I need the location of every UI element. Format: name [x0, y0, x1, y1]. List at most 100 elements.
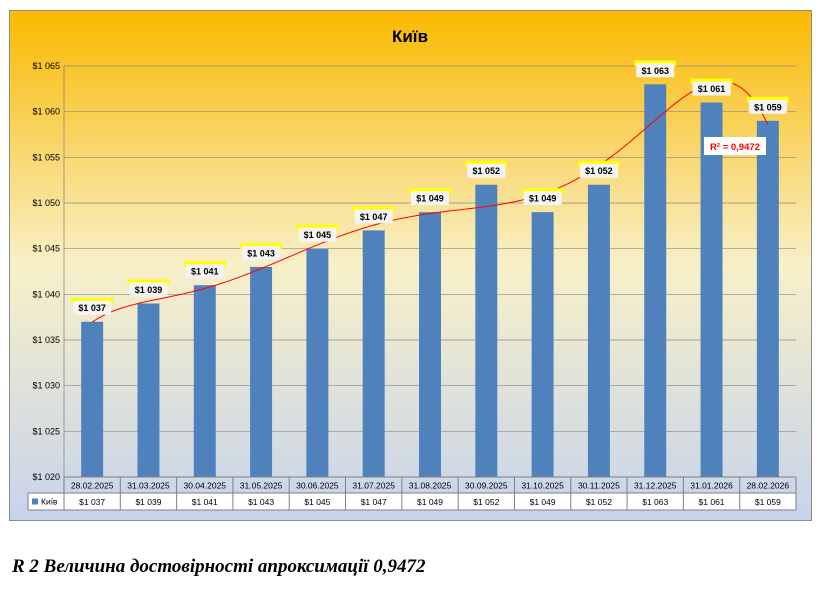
y-tick-label: $1 060: [32, 107, 60, 117]
data-label-box: [692, 81, 731, 96]
data-labels: $1 037 $1 039 $1 041 $1 043 $1 045 $1 047 $1 0…: [71, 60, 789, 315]
trendline-layer: [91, 80, 769, 323]
table-value-cell: $1 049: [417, 497, 443, 507]
data-label-group: $1 063: [634, 60, 677, 78]
x-category-label: 30.11.2025: [578, 481, 620, 491]
x-category-label: 30.04.2025: [183, 481, 226, 491]
data-label: $1 041: [191, 267, 219, 277]
bar: [81, 321, 104, 477]
data-label-group: $1 061: [690, 78, 733, 96]
table-value-cell: $1 063: [642, 497, 668, 507]
data-label-group: $1 059: [746, 96, 789, 114]
y-tick-label: $1 025: [32, 426, 60, 436]
y-tick-label: $1 040: [32, 289, 60, 299]
data-label-box: [354, 209, 393, 224]
data-label-box: [748, 99, 787, 114]
data-label: $1 049: [416, 194, 444, 204]
data-label-group: $1 047: [352, 206, 395, 224]
data-label: $1 049: [529, 194, 557, 204]
x-category-label: 31.03.2025: [127, 481, 170, 491]
data-label: $1 052: [585, 166, 613, 176]
table-value-cell: $1 045: [304, 497, 330, 507]
bar: [644, 84, 667, 478]
data-label: $1 047: [360, 212, 388, 222]
table-value-cell: $1 041: [192, 497, 218, 507]
figure-caption: R 2 Величина достовірності апроксимації …: [12, 556, 426, 577]
x-category-label: 30.09.2025: [465, 481, 508, 491]
data-label: $1 063: [641, 66, 669, 76]
data-table: 28.02.2025 $1 037 31.03.2025 $1 039 30.04.20…: [27, 476, 797, 511]
data-label: $1 037: [78, 303, 106, 313]
table-value-cell: $1 049: [530, 497, 556, 507]
table-value-cell: $1 059: [755, 497, 781, 507]
y-tick-label: $1 020: [32, 472, 60, 482]
data-label-group: $1 041: [183, 261, 226, 279]
bars: [81, 84, 779, 478]
bar: [362, 230, 385, 477]
table-value-cell: $1 039: [135, 497, 161, 507]
x-category-label: 31.12.2025: [634, 481, 677, 491]
bar: [475, 184, 498, 477]
data-label-box: [636, 63, 675, 78]
data-label: $1 061: [698, 84, 726, 94]
bar: [531, 212, 554, 477]
chart-background: [9, 10, 812, 521]
data-label-box: [129, 282, 168, 297]
bar: [587, 184, 610, 477]
x-category-label: 31.10.2025: [521, 481, 564, 491]
data-label: $1 039: [135, 285, 163, 295]
data-label-highlight: [634, 60, 677, 67]
table-value-cell: $1 061: [699, 497, 725, 507]
bar: [137, 303, 160, 477]
bar: [306, 248, 329, 477]
bar: [419, 212, 441, 477]
data-label-box: [411, 191, 449, 206]
y-tick-label: $1 035: [32, 335, 60, 345]
x-category-label: 28.02.2025: [71, 481, 114, 491]
data-label: $1 059: [754, 102, 782, 112]
data-label-group: $1 039: [127, 279, 170, 297]
data-label-box: [185, 264, 224, 279]
y-tick-label: $1 045: [32, 244, 60, 254]
data-label-box: [523, 191, 562, 206]
data-label-box: [73, 300, 112, 315]
chart-title: Київ: [392, 27, 428, 46]
data-label-group: $1 052: [465, 160, 508, 178]
data-label-group: $1 049: [521, 188, 564, 206]
bar: [756, 120, 779, 478]
data-label-group: $1 049: [409, 188, 451, 206]
table-value-cell: $1 043: [248, 497, 274, 507]
data-label-group: $1 052: [577, 160, 620, 178]
x-category-label: 28.02.2026: [747, 481, 790, 491]
trendline: [91, 80, 769, 323]
data-label-group: $1 043: [240, 242, 283, 260]
r-squared-box: R² = 0,9472: [704, 137, 766, 155]
r-squared-background: [704, 137, 766, 155]
y-axis-ticks: $1 020 $1 025 $1 030 $1 035 $1 040 $1 045 $1 0…: [32, 61, 60, 482]
bar-chart: Київ $1 020 $1 025 $1 030 $1 035 $1 040 $1 04…: [9, 10, 812, 521]
y-tick-label: $1 050: [32, 198, 60, 208]
data-label: $1 045: [304, 230, 332, 240]
x-category-label: 31.05.2025: [240, 481, 283, 491]
bar: [193, 285, 216, 477]
table-value-cell: $1 052: [473, 497, 499, 507]
table-value-row-bg: [28, 493, 796, 510]
data-label-box: [579, 163, 618, 178]
chart-container: Київ $1 020 $1 025 $1 030 $1 035 $1 040 $1 04…: [9, 10, 812, 521]
data-label: $1 043: [247, 248, 275, 258]
y-tick-label: $1 065: [32, 61, 60, 71]
x-category-label: 31.07.2025: [352, 481, 395, 491]
legend-swatch: [32, 498, 38, 505]
y-tick-label: $1 055: [32, 152, 60, 162]
x-category-label: 31.08.2025: [409, 481, 452, 491]
data-label-group: $1 037: [71, 297, 114, 315]
data-label-group: $1 045: [296, 224, 339, 242]
data-label-box: [242, 245, 281, 260]
r-squared-label: R² = 0,9472: [710, 142, 760, 153]
legend-series-label: Київ: [41, 497, 58, 507]
table-value-cell: $1 037: [79, 497, 105, 507]
table-value-cell: $1 052: [586, 497, 612, 507]
data-label: $1 052: [473, 166, 501, 176]
bar: [700, 102, 723, 478]
data-label-box: [467, 163, 506, 178]
